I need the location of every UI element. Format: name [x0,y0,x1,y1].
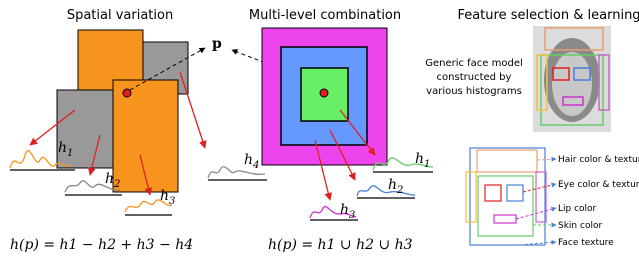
point [123,89,131,97]
panel-title: Spatial variation [67,8,173,23]
feature-label: Eye color & texture [558,180,639,190]
face-schema [466,148,546,245]
histogram-label: h2 [388,177,403,196]
point-label: p [212,36,222,52]
feature-label: Hair color & texture [558,155,639,165]
face-model [533,26,611,132]
figure: Spatial variation p h1 h2 h3 h4 h(p) = h… [0,0,639,258]
point [320,89,328,97]
feature-label: Face texture [558,238,614,248]
panel-title: Feature selection & learning [457,8,639,23]
histogram-label: h4 [244,152,259,171]
feature-label: Lip color [558,204,597,214]
formula: h(p) = h1 − h2 + h3 − h4 [10,237,193,253]
histograms [310,158,433,220]
panel-title: Multi-level combination [249,8,401,23]
formula: h(p) = h1 ∪ h2 ∪ h3 [268,237,413,253]
histogram-label: h1 [415,151,430,170]
feature-label: Skin color [558,221,602,231]
histogram-label: h3 [340,202,355,221]
